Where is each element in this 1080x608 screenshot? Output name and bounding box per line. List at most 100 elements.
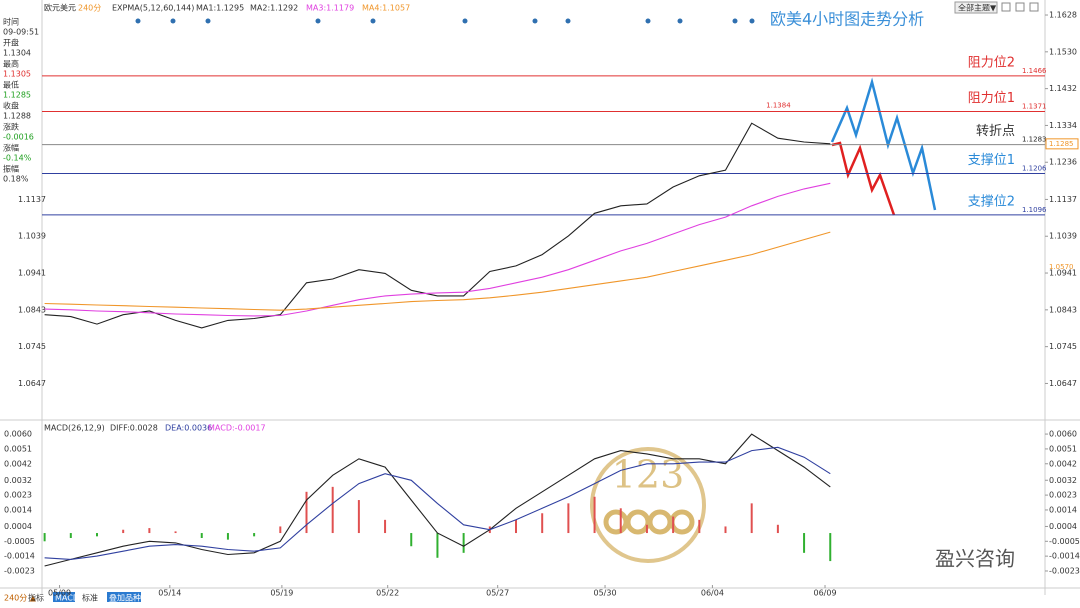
y-tick-label: 1.0843: [1049, 305, 1077, 314]
logo-ring: [590, 447, 706, 563]
tab-bg[interactable]: [107, 592, 141, 602]
dot: [645, 18, 651, 24]
y-tick-label-left: -0.0005: [4, 537, 35, 546]
dot: [370, 18, 376, 24]
logo-text: 123: [612, 453, 685, 497]
y-tick-label-left: 0.0032: [4, 476, 32, 485]
signal-dots: [135, 18, 755, 24]
info-value: 1.1285: [3, 91, 31, 100]
y-tick-label-left: 0.0004: [4, 522, 32, 531]
y-tick-label: 0.0060: [1049, 430, 1077, 439]
x-tick-label: 05/30: [594, 589, 617, 598]
ma1: MA1:1.1295: [196, 4, 244, 13]
macd-label: MACD:-0.0017: [208, 424, 266, 433]
diff-label: DIFF:0.0028: [110, 424, 158, 433]
info-label: 涨跌: [3, 122, 19, 132]
info-label: 收盘: [3, 101, 19, 111]
dea-label: DEA:0.0036: [165, 424, 212, 433]
tab[interactable]: 指标: [28, 593, 44, 603]
y-tick-label-left: 1.0843: [18, 305, 46, 314]
level-label: 支撑位2: [968, 194, 1015, 209]
x-tick-label: 05/14: [158, 589, 181, 598]
y-tick-label: 0.0042: [1049, 459, 1077, 468]
tab[interactable]: MACD: [55, 594, 79, 603]
y-tick-label: -0.0014: [1049, 552, 1080, 561]
dot: [205, 18, 211, 24]
dot: [732, 18, 738, 24]
info-value: 0.18%: [3, 175, 29, 184]
y-tick-label: 1.1039: [1049, 232, 1077, 241]
logo-coin: [669, 509, 695, 535]
y-tick-label-left: -0.0023: [4, 566, 35, 575]
level-value: 1.1283: [1022, 136, 1047, 144]
level-value: 1.1466: [1022, 67, 1047, 75]
info-panel: 时间09-09:51开盘1.1304最高1.1305最低1.1285收盘1.12…: [3, 17, 39, 184]
y-tick-label: 0.0032: [1049, 476, 1077, 485]
theme-button-label[interactable]: 全部主题▼: [958, 3, 997, 13]
tab[interactable]: 标准: [82, 593, 98, 603]
indicators: EXPMA(5,12,60,144): [112, 4, 194, 13]
logo: 123: [590, 447, 706, 563]
y-tick-label: 1.1236: [1049, 158, 1077, 167]
y-tick-label: 0.0004: [1049, 522, 1077, 531]
y-tick-label-left: 0.0014: [4, 505, 32, 514]
price-tag: 1.0570: [1049, 263, 1074, 271]
info-value: 1.1304: [3, 49, 31, 58]
y-tick-label: 1.0745: [1049, 342, 1077, 351]
info-value: -0.14%: [3, 154, 32, 163]
y-tick-label: -0.0005: [1049, 537, 1080, 546]
y-tick-label-left: -0.0014: [4, 552, 35, 561]
tab[interactable]: 叠加品种: [109, 593, 141, 603]
series-line: [44, 231, 831, 311]
y-tick-label: 1.1334: [1049, 121, 1077, 130]
y-tick-label-left: 1.0941: [18, 269, 46, 278]
y-tick-label-left: 0.0060: [4, 430, 32, 439]
y-tick-label-left: 0.0042: [4, 459, 32, 468]
x-tick-label: 06/04: [701, 589, 724, 598]
y-tick-label: 1.0941: [1049, 269, 1077, 278]
x-tick-label: 05/22: [376, 589, 399, 598]
dot: [315, 18, 321, 24]
footer-period: 240分 ▲: [4, 594, 37, 603]
ma2: MA2:1.1292: [250, 4, 298, 13]
y-tick-label: 0.0051: [1049, 444, 1077, 453]
series-line: [44, 433, 831, 567]
tab-bg[interactable]: [53, 592, 75, 602]
dot: [677, 18, 683, 24]
y-tick-label: 0.0023: [1049, 491, 1077, 500]
info-value: 1.1305: [3, 70, 31, 79]
header: 欧元美元 240分 EXPMA(5,12,60,144) MA1:1.1295 …: [44, 1, 1039, 14]
info-label: 最低: [3, 80, 19, 90]
y-tick-label: 1.1137: [1049, 195, 1077, 204]
dot: [749, 18, 755, 24]
chart-title: 欧美4小时图走势分析: [770, 10, 924, 29]
level-label: 阻力位1: [968, 91, 1015, 106]
dot: [462, 18, 468, 24]
y-tick-label: 0.0014: [1049, 505, 1077, 514]
theme-button[interactable]: [954, 1, 998, 14]
icon[interactable]: [1029, 2, 1039, 12]
tabs: 指标 MACD 标准 叠加品种: [28, 592, 141, 603]
icon[interactable]: [1001, 2, 1011, 12]
watermark: 盈兴咨询: [935, 547, 1015, 571]
info-label: 开盘: [3, 38, 19, 48]
info-value: -0.0016: [3, 133, 34, 142]
x-tick-label: 05/09: [48, 589, 71, 598]
level-label: 转折点: [976, 124, 1015, 139]
forecast-red: [831, 141, 896, 216]
icon[interactable]: [1015, 2, 1025, 12]
ma3: MA3:1.1179: [306, 4, 354, 13]
macd-title: MACD(26,12,9): [44, 424, 105, 433]
dot: [135, 18, 141, 24]
level-value: 1.1371: [1022, 103, 1047, 111]
series-line: [44, 182, 831, 317]
series-line: [44, 122, 831, 329]
x-tick-label: 06/09: [813, 589, 836, 598]
y-tick-label: 1.1530: [1049, 47, 1077, 56]
level-value: 1.1206: [1022, 165, 1047, 173]
info-value: 1.1288: [3, 112, 31, 121]
info-value: 09-09:51: [3, 28, 39, 37]
symbol: 欧元美元: [44, 3, 76, 13]
